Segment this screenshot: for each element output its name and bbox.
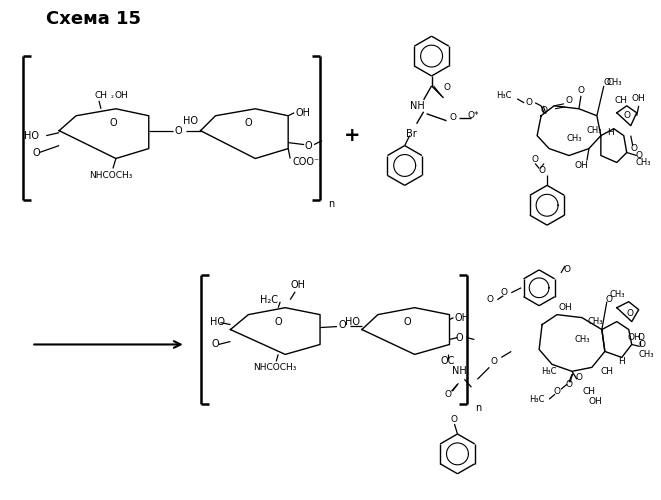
Text: O: O	[500, 288, 507, 298]
Text: O: O	[576, 373, 582, 382]
Text: H: H	[619, 357, 625, 366]
Text: HO: HO	[24, 130, 39, 140]
Text: O: O	[638, 340, 645, 349]
Text: OH: OH	[115, 92, 129, 100]
Text: O: O	[623, 112, 630, 120]
Text: O: O	[637, 333, 644, 342]
Text: CH₃: CH₃	[574, 335, 590, 344]
Text: OH: OH	[588, 396, 602, 406]
Text: CH₃: CH₃	[609, 290, 625, 299]
Text: O: O	[578, 86, 584, 96]
Text: OH: OH	[558, 303, 572, 312]
Text: CH₃: CH₃	[586, 126, 602, 135]
Text: NHCOCH₃: NHCOCH₃	[254, 363, 297, 372]
Text: H₂C: H₂C	[260, 294, 278, 304]
Text: OC: OC	[440, 356, 455, 366]
Text: OH: OH	[574, 161, 588, 170]
Text: O: O	[444, 84, 451, 92]
Text: O: O	[274, 316, 282, 326]
Text: O: O	[605, 295, 612, 304]
Text: O: O	[541, 106, 547, 116]
Text: O: O	[444, 390, 451, 398]
Text: O: O	[539, 166, 545, 175]
Text: O: O	[525, 98, 533, 108]
Text: HO: HO	[210, 316, 225, 326]
Text: OH: OH	[632, 94, 646, 104]
Text: CH: CH	[600, 367, 613, 376]
Text: OH: OH	[628, 333, 642, 342]
Text: ₂: ₂	[111, 93, 114, 99]
Text: O: O	[635, 151, 642, 160]
Text: H: H	[607, 128, 614, 137]
Text: O: O	[491, 357, 498, 366]
Text: HO: HO	[345, 316, 360, 326]
Text: CH: CH	[95, 92, 108, 100]
Text: Br: Br	[407, 128, 417, 138]
Text: CH: CH	[614, 96, 627, 106]
Text: H₃C: H₃C	[496, 92, 512, 100]
Text: O: O	[175, 126, 182, 136]
Text: H₃C: H₃C	[529, 394, 545, 404]
Text: O: O	[245, 118, 252, 128]
Text: OH: OH	[291, 280, 305, 290]
Text: O: O	[486, 295, 493, 304]
Text: HO: HO	[182, 116, 198, 126]
Text: O: O	[455, 332, 463, 342]
Text: CH: CH	[582, 386, 596, 396]
Text: O: O	[603, 78, 610, 88]
Text: O: O	[566, 96, 572, 106]
Text: n: n	[328, 200, 334, 209]
Text: O: O	[531, 155, 539, 164]
Text: O: O	[212, 340, 219, 349]
Text: O: O	[450, 113, 457, 122]
Text: NH: NH	[452, 366, 467, 376]
Text: O: O	[338, 320, 346, 330]
Text: O: O	[32, 148, 40, 158]
Text: NHCOCH₃: NHCOCH₃	[89, 171, 133, 180]
Text: +: +	[344, 126, 360, 145]
Text: n: n	[475, 403, 482, 413]
Text: COO⁻: COO⁻	[292, 158, 319, 168]
Text: H₃C: H₃C	[541, 367, 557, 376]
Text: O: O	[566, 380, 572, 389]
Text: O: O	[451, 414, 458, 424]
Text: OH: OH	[295, 108, 310, 118]
Text: CH₃: CH₃	[639, 350, 654, 359]
Text: CH₃: CH₃	[606, 78, 621, 88]
Text: O: O	[553, 386, 561, 396]
Text: NH: NH	[410, 101, 425, 111]
Text: O: O	[630, 144, 637, 153]
Text: CH₃: CH₃	[636, 158, 652, 167]
Text: CH₃: CH₃	[587, 317, 603, 326]
Text: O*: O*	[467, 112, 479, 120]
Text: O: O	[404, 316, 412, 326]
Text: CH₃: CH₃	[566, 134, 582, 143]
Text: O: O	[109, 118, 117, 128]
Text: O: O	[304, 140, 312, 150]
Text: O: O	[563, 266, 570, 274]
Text: Схема 15: Схема 15	[46, 10, 141, 29]
Text: O: O	[626, 309, 633, 318]
Text: OH: OH	[455, 312, 469, 322]
